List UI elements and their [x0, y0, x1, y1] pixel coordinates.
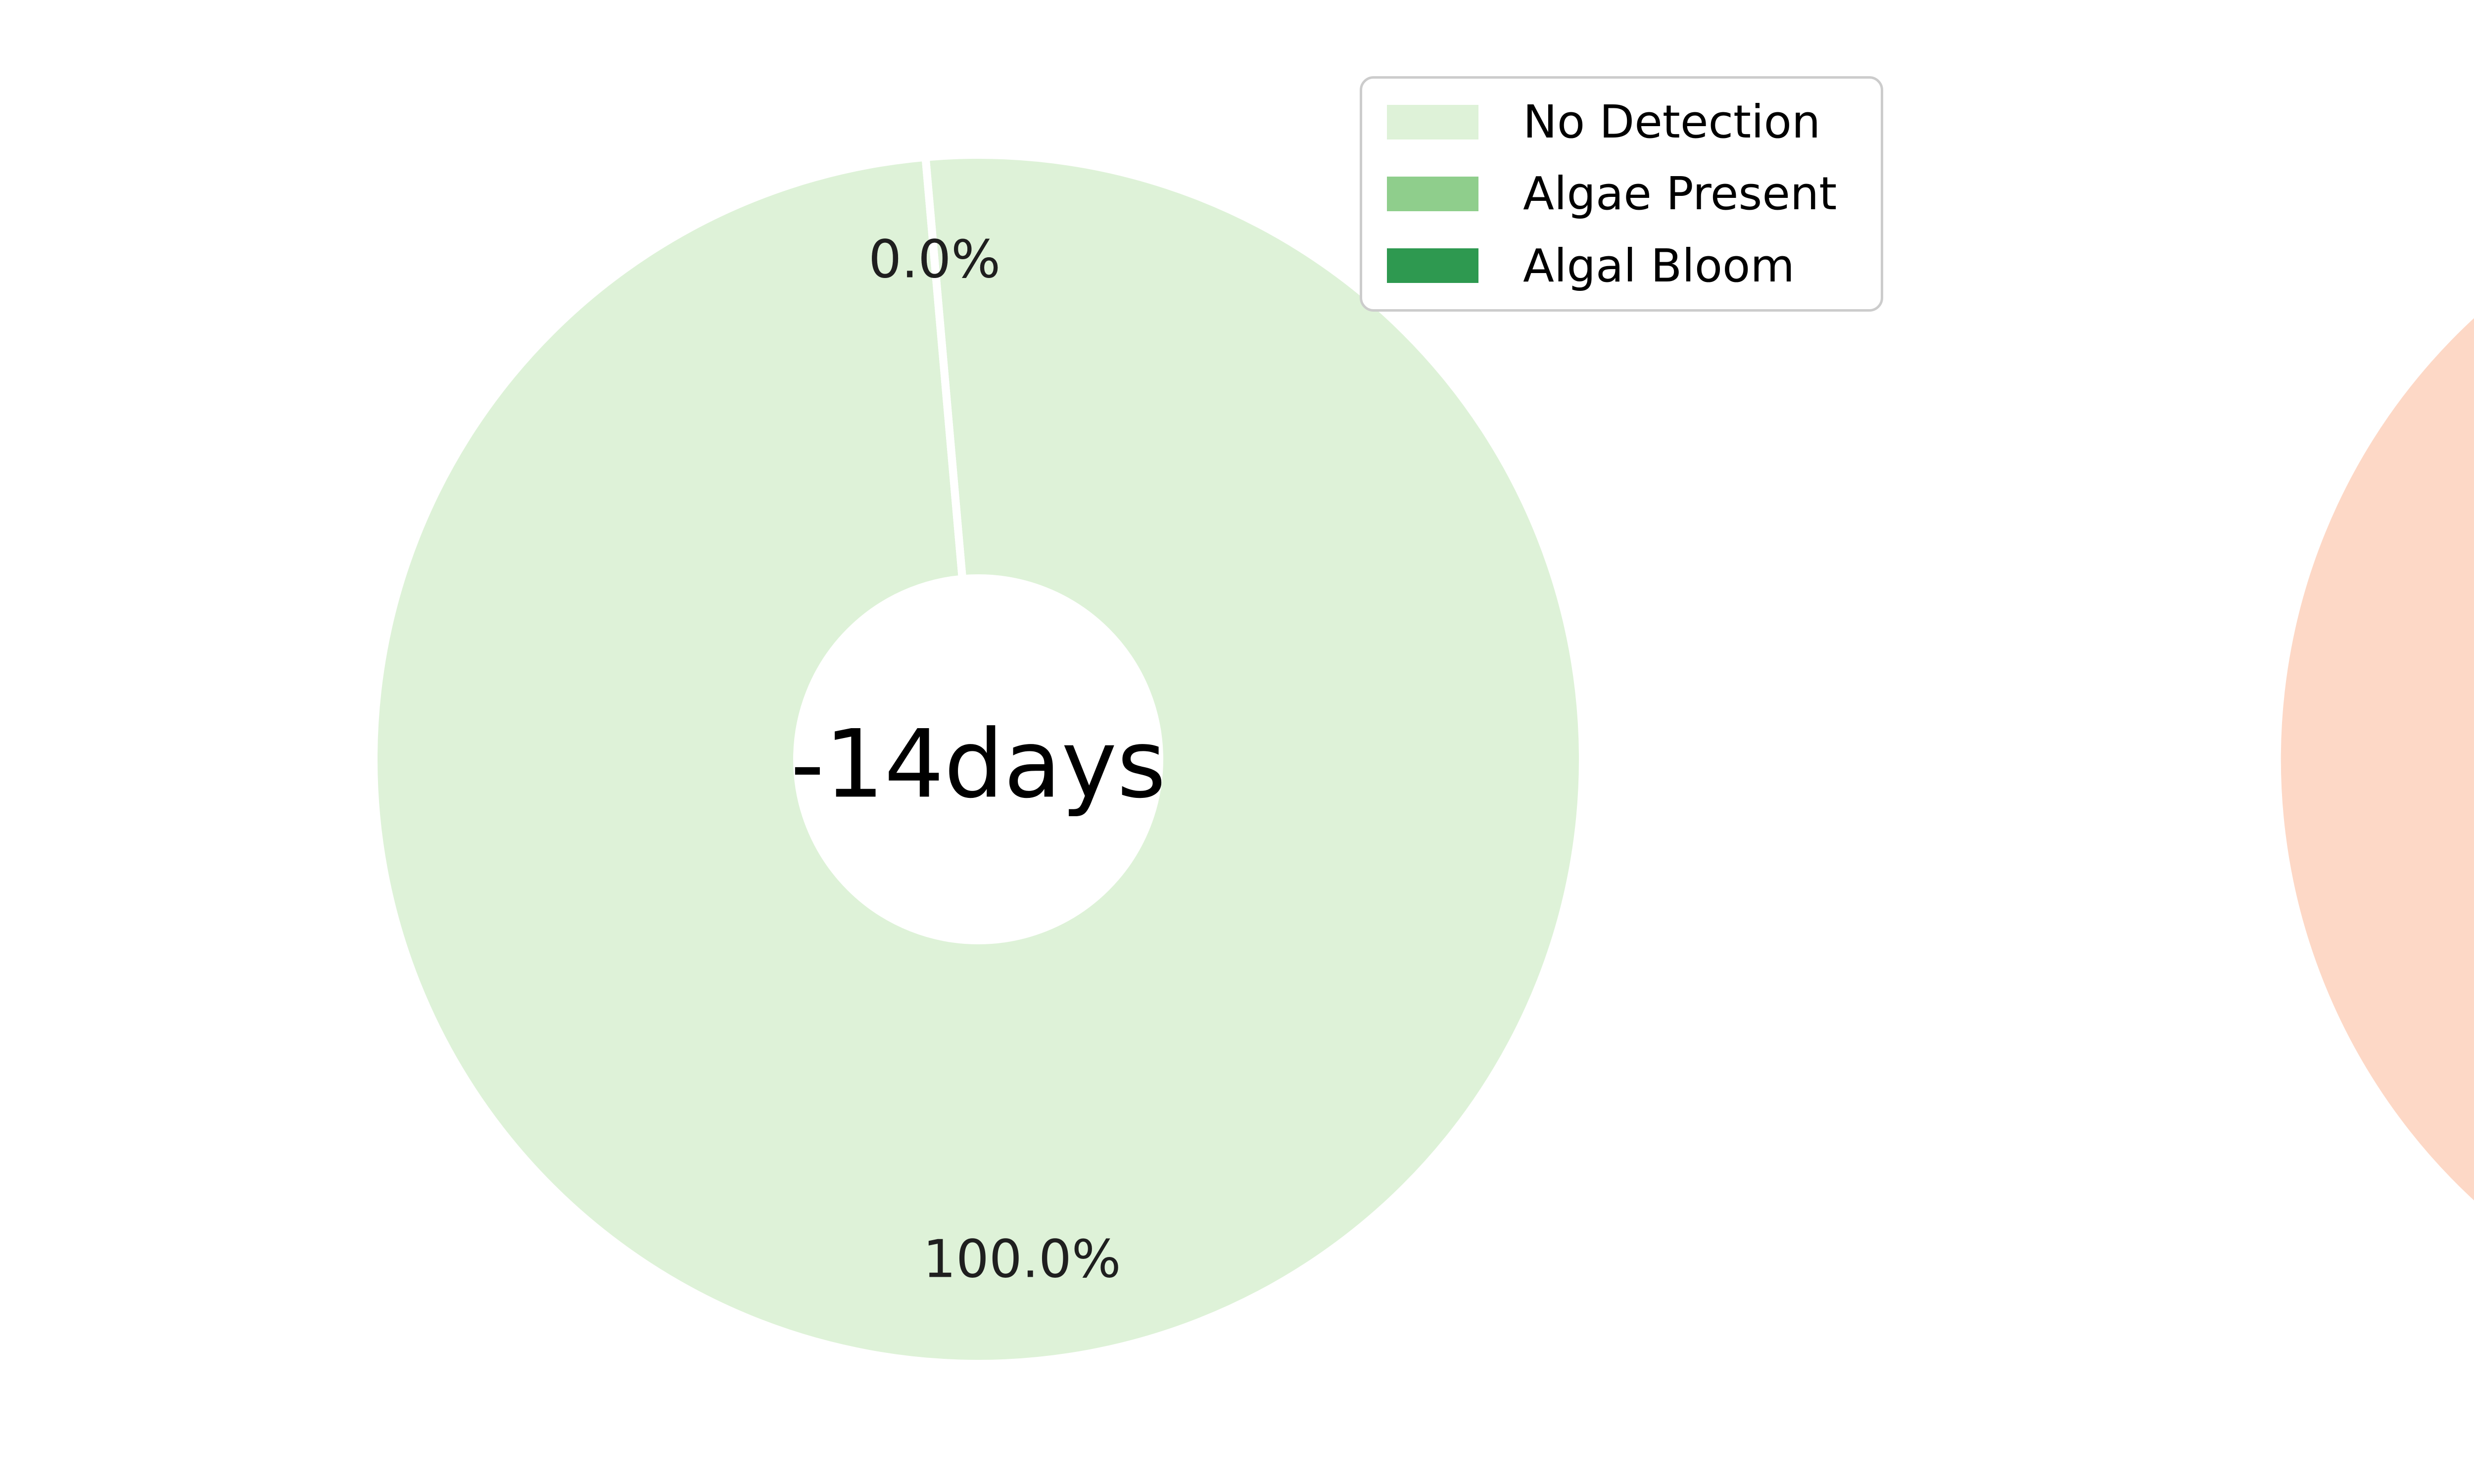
legend-label: Algal Bloom [1523, 239, 1795, 292]
legend-item-algal-bloom: Algal Bloom [1387, 239, 1856, 292]
pie-slice-no-detection [2273, 307, 2474, 1211]
legend-minus-14-days: No Detection Algae Present Algal Bloom [1360, 76, 1883, 312]
donut-pie-plus-7-days-svg: 99.9%0.1%0.0%+7days [2273, 307, 2474, 1211]
legend-item-algae-present: Algae Present [1387, 169, 1856, 219]
legend-swatch-icon [1387, 177, 1478, 211]
wedge-separator-line [921, 156, 967, 580]
pct-label-algal-bloom: 0.0% [868, 230, 1000, 290]
legend-swatch-icon [1387, 104, 1478, 139]
pct-label-algae-present: 0.0% [868, 230, 1000, 290]
donut-pie-minus-14-days-svg: 100.0%0.0%0.0%-14days [369, 151, 1587, 1368]
legend-swatch-icon [1387, 248, 1478, 283]
pie-slice-no-detection [369, 151, 1587, 1368]
legend-label: Algae Present [1523, 167, 1837, 221]
pct-label-no-detection: 100.0% [923, 1229, 1121, 1289]
legend-item-no-detection: No Detection [1387, 97, 1856, 147]
legend-label: No Detection [1523, 95, 1821, 149]
center-label: -14days [791, 710, 1166, 819]
